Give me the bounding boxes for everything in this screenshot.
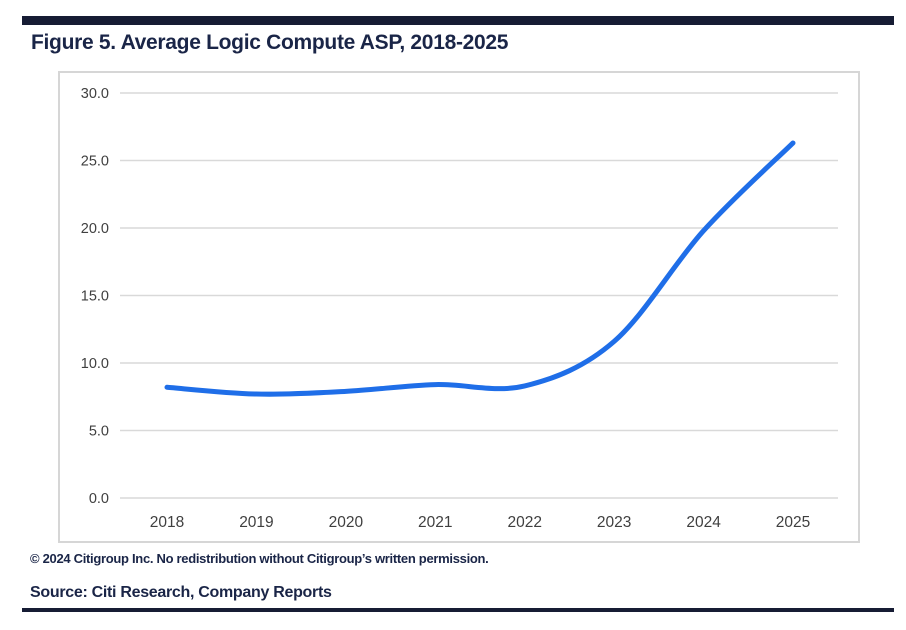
bottom-rule [22,608,894,612]
y-tick-label: 25.0 [81,154,109,170]
asp-line-chart: 0.0 5.0 10.0 15.0 20.0 25.0 30.0 2018 2019 2020 20… [81,86,838,531]
y-tick-label: 30.0 [81,86,109,102]
x-tick-label: 2025 [776,514,810,531]
y-tick-label: 15.0 [81,289,109,305]
y-tick-label: 5.0 [89,424,109,440]
x-tick-label: 2019 [239,514,273,531]
x-tick-label: 2018 [150,514,184,531]
y-tick-label: 10.0 [81,356,109,372]
x-tick-label: 2022 [507,514,541,531]
top-accent-bar [22,16,894,25]
y-tick-label: 20.0 [81,221,109,237]
x-tick-label: 2023 [597,514,631,531]
source-note: Source: Citi Research, Company Reports [30,584,332,601]
x-tick-label: 2021 [418,514,452,531]
x-tick-label: 2020 [329,514,364,531]
figure-title: Figure 5. Average Logic Compute ASP, 201… [31,31,509,54]
asp-line-series [164,140,796,397]
y-tick-label: 0.0 [89,491,109,507]
x-tick-label: 2024 [686,514,721,531]
chart-frame: 0.0 5.0 10.0 15.0 20.0 25.0 30.0 2018 2019 2020 20… [58,71,860,543]
copyright-note: © 2024 Citigroup Inc. No redistribution … [30,551,489,566]
